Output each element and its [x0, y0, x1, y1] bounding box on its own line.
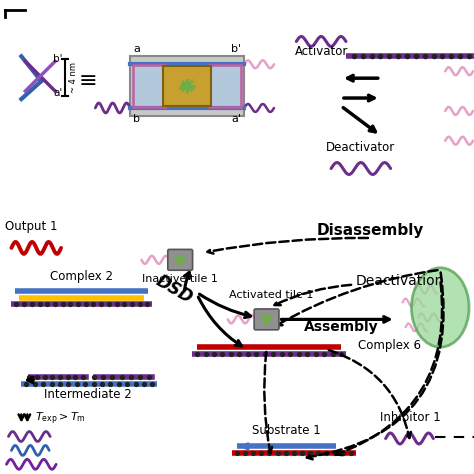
Circle shape: [183, 82, 191, 90]
Bar: [133, 65, 165, 107]
Text: Disassembly: Disassembly: [317, 223, 424, 238]
Text: Inhibitor 1: Inhibitor 1: [380, 410, 441, 424]
Bar: [130, 56, 244, 116]
Bar: [209, 65, 241, 107]
Text: a': a': [231, 114, 241, 124]
Text: ≡: ≡: [79, 71, 97, 91]
Text: Deactivator: Deactivator: [326, 141, 395, 154]
Text: Intermediate 2: Intermediate 2: [44, 388, 132, 401]
Text: 488: 488: [183, 79, 195, 83]
Text: Substrate 1: Substrate 1: [252, 424, 321, 437]
Text: ~ 4 nm: ~ 4 nm: [69, 62, 78, 93]
Text: $T_{\rm exp} > T_{\rm m}$: $T_{\rm exp} > T_{\rm m}$: [35, 410, 86, 427]
Ellipse shape: [411, 268, 469, 347]
Text: Deactivation: Deactivation: [356, 273, 444, 288]
Text: Activated tile 1: Activated tile 1: [229, 290, 314, 300]
Text: Inactive tile 1: Inactive tile 1: [142, 273, 218, 283]
Text: Atto: Atto: [178, 82, 196, 91]
Text: a: a: [133, 45, 140, 55]
Text: Assembly: Assembly: [304, 320, 378, 334]
Circle shape: [177, 257, 183, 263]
Text: b': b': [53, 55, 63, 64]
Text: b: b: [133, 114, 140, 124]
Text: DSD: DSD: [153, 272, 196, 307]
FancyBboxPatch shape: [254, 309, 279, 330]
Circle shape: [264, 317, 270, 322]
Text: b': b': [231, 45, 241, 55]
Text: Activator: Activator: [294, 46, 348, 58]
Bar: [163, 66, 211, 106]
Text: a': a': [53, 88, 63, 98]
FancyBboxPatch shape: [168, 249, 192, 270]
Text: Complex 2: Complex 2: [50, 270, 113, 283]
Text: Complex 6: Complex 6: [358, 339, 421, 352]
Text: Output 1: Output 1: [5, 220, 57, 233]
Bar: [132, 64, 242, 108]
